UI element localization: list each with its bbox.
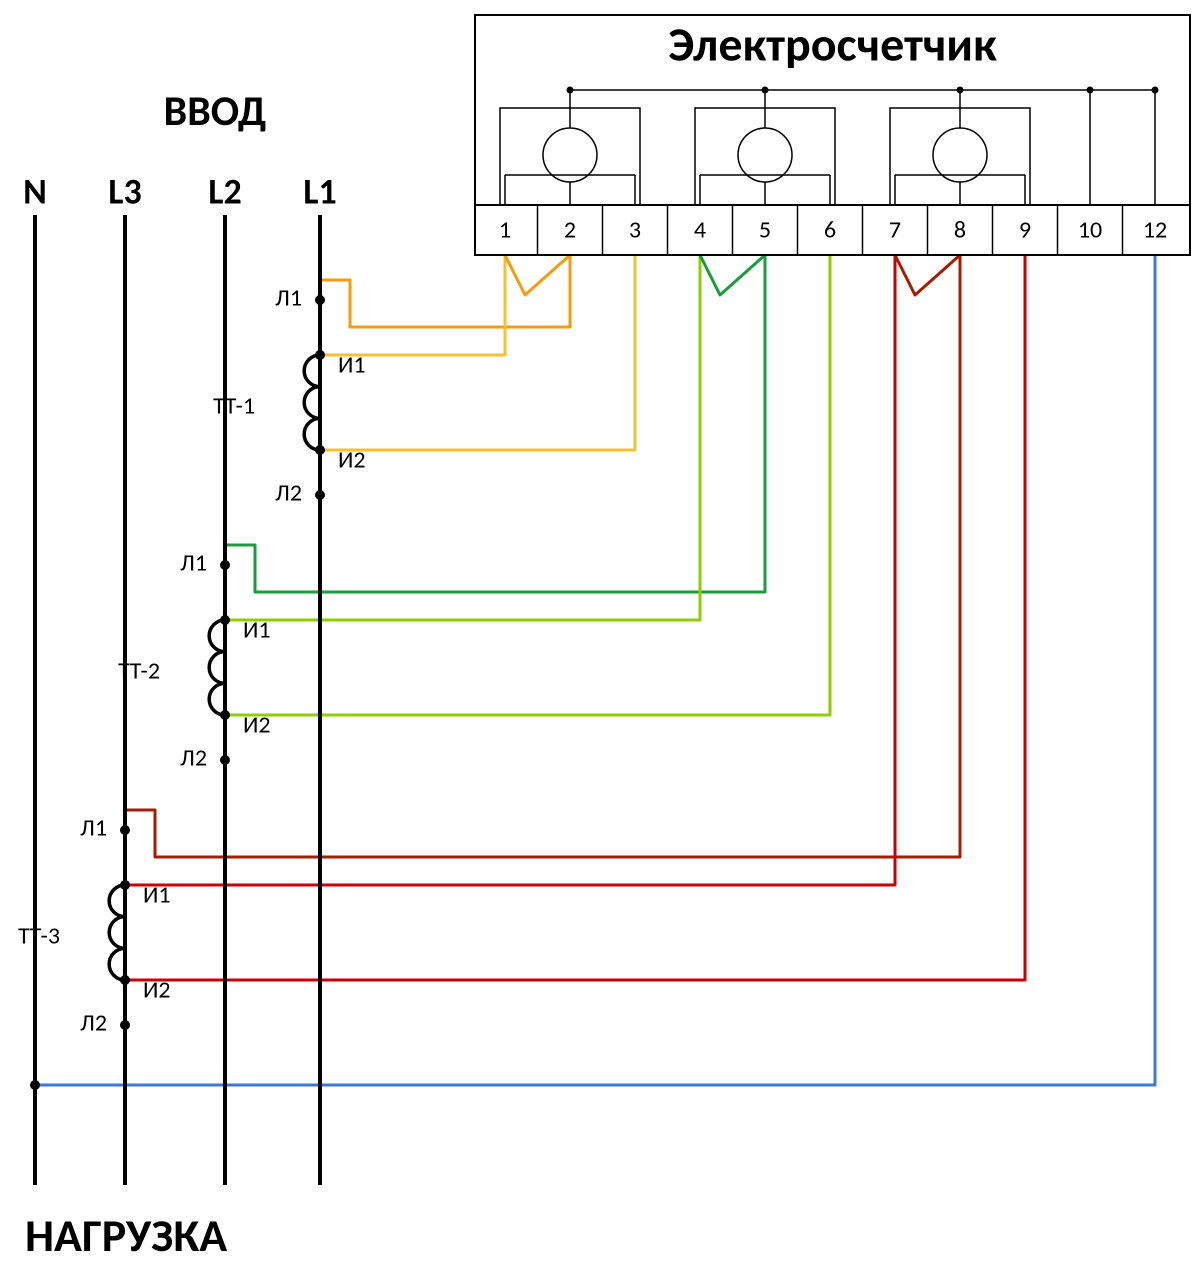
terminal-9: 9 — [1019, 216, 1031, 245]
ct-label-2: ТТ-2 — [118, 657, 160, 686]
terminal-8: 8 — [954, 216, 966, 245]
svg-text:L1: L1 — [303, 170, 336, 214]
svg-text:И1: И1 — [243, 616, 271, 645]
ct-label-1: ТТ-1 — [213, 392, 255, 421]
svg-text:N: N — [23, 170, 47, 214]
terminal-12: 12 — [1143, 216, 1167, 245]
svg-text:И1: И1 — [338, 351, 366, 380]
terminal-5: 5 — [759, 216, 771, 245]
terminal-2: 2 — [564, 216, 576, 245]
wiring-diagram: Л1 И1 И2 Л2 ТТ-1 Л1 И1 И2 Л2 ТТ-2 Л1 И1 И2 Л2 ТТ-3 Элек… — [0, 0, 1204, 1278]
svg-text:Л1: Л1 — [180, 549, 207, 578]
svg-text:И1: И1 — [143, 881, 171, 910]
svg-text:И2: И2 — [143, 976, 171, 1005]
svg-text:И2: И2 — [243, 711, 271, 740]
svg-text:Л2: Л2 — [275, 479, 302, 508]
terminal-3: 3 — [629, 216, 641, 245]
svg-text:Л2: Л2 — [80, 1009, 107, 1038]
svg-text:L2: L2 — [208, 170, 241, 214]
load-label: НАГРУЗКА — [25, 1208, 227, 1264]
terminal-6: 6 — [824, 216, 836, 245]
terminal-7: 7 — [889, 216, 901, 245]
svg-text:L3: L3 — [108, 170, 141, 214]
meter-title: Электросчетчик — [668, 15, 997, 74]
svg-text:Л1: Л1 — [80, 814, 107, 843]
svg-text:Л2: Л2 — [180, 744, 207, 773]
ct-label-3: ТТ-3 — [18, 922, 60, 951]
terminal-4: 4 — [694, 216, 706, 245]
terminal-1: 1 — [499, 216, 511, 245]
terminal-10: 10 — [1078, 216, 1102, 245]
svg-text:И2: И2 — [338, 446, 366, 475]
input-label: ВВОД — [164, 86, 267, 137]
svg-text:Л1: Л1 — [275, 284, 302, 313]
